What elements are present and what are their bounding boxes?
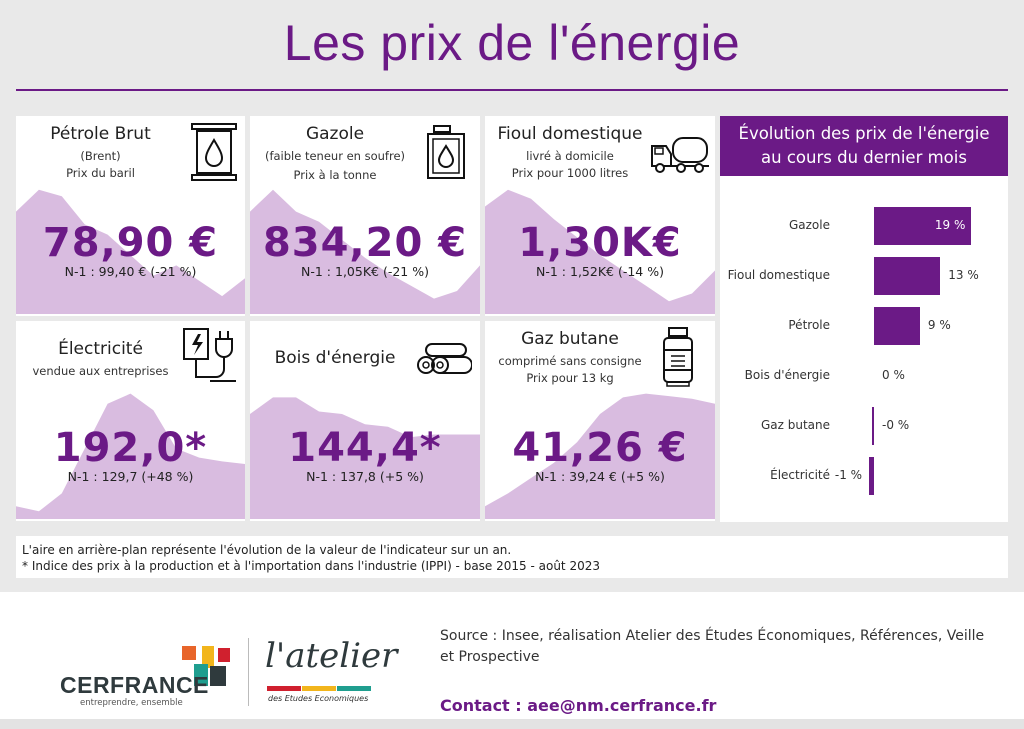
footer-divider	[248, 638, 249, 706]
trend-area-shape	[250, 397, 480, 519]
panel-title-line-2: au cours du dernier mois	[761, 148, 967, 167]
bar	[874, 207, 971, 245]
previous-year-value: N-1 : 1,05K€ (-21 %)	[301, 264, 429, 279]
bar-value-label: 19 %	[934, 218, 966, 232]
trend-area-shape	[250, 189, 480, 314]
bar	[874, 307, 920, 345]
cerfrance-logo-icon	[182, 646, 230, 686]
card-subtitle-2: Prix pour 13 kg	[526, 371, 614, 385]
wood-logs-icon	[417, 343, 472, 374]
card-title: Fioul domestique	[497, 124, 643, 144]
panel-header: Évolution des prix de l'énergie au cours…	[720, 116, 1008, 176]
bar	[874, 257, 941, 295]
trend-area	[250, 397, 480, 519]
trend-area	[16, 189, 245, 314]
bar-value-label: -0 %	[882, 418, 910, 432]
trend-area	[16, 393, 245, 519]
gas-cylinder-icon	[663, 327, 693, 387]
bar-label: Gazole	[788, 218, 830, 232]
bar-label: Pétrole	[788, 318, 830, 332]
previous-year-value: N-1 : 39,24 € (+5 %)	[535, 469, 665, 484]
oil-barrel-icon	[191, 123, 237, 181]
bar-value-label: 0 %	[882, 368, 905, 382]
atelier-color-bar-icon	[267, 686, 371, 691]
trend-area-shape	[16, 393, 245, 519]
price-value: 78,90 €	[42, 220, 219, 266]
card-title: Gaz butane	[521, 329, 619, 349]
card-subtitle: (Brent)	[80, 149, 121, 163]
page-title: Les prix de l'énergie	[283, 15, 741, 71]
bar-value-label: 13 %	[948, 268, 979, 282]
monthly-evolution-panel: Évolution des prix de l'énergie au cours…	[720, 116, 1008, 522]
card-fioul: Fioul domestique livré à domicile Prix p…	[485, 116, 715, 316]
trend-area	[250, 189, 480, 314]
card-title: Bois d'énergie	[274, 348, 396, 368]
card-subtitle: vendue aux entreprises	[32, 364, 169, 378]
card-subtitle-2: Prix pour 1000 litres	[511, 166, 629, 180]
card-subtitle-2: Prix du baril	[66, 166, 135, 180]
notes-box: L'aire en arrière-plan représente l'évol…	[16, 536, 1008, 578]
trend-area-shape	[485, 393, 715, 519]
footer: CERFRANCE entreprendre, ensemble l'ateli…	[0, 592, 1024, 719]
bar-label: Gaz butane	[760, 418, 830, 432]
trend-area	[485, 393, 715, 519]
card-title: Gazole	[305, 124, 365, 144]
atelier-subtitle: des Etudes Economiques	[268, 694, 369, 703]
bar-label: Bois d'énergie	[744, 368, 830, 382]
card-gazole: Gazole (faible teneur en soufre) Prix à …	[250, 116, 480, 316]
card-subtitle: comprimé sans consigne	[498, 354, 642, 368]
price-value: 144,4*	[288, 425, 442, 471]
card-subtitle-2: Prix à la tonne	[293, 168, 377, 182]
card-electricite: Électricité vendue aux entreprises 192,0…	[16, 321, 245, 521]
card-title: Électricité	[58, 339, 143, 359]
price-value: 41,26 €	[512, 425, 688, 471]
bar-value-label: 9 %	[927, 318, 951, 332]
card-petrole: Pétrole Brut (Brent) Prix du baril 78,90…	[16, 116, 245, 316]
cerfrance-tagline: entreprendre, ensemble	[80, 698, 183, 708]
card-title: Pétrole Brut	[50, 124, 151, 144]
bar	[872, 407, 874, 445]
tanker-truck-icon	[651, 137, 709, 173]
plug-electricity-icon	[183, 328, 236, 382]
trend-area-shape	[16, 189, 245, 314]
fuel-jerrycan-icon	[427, 125, 465, 179]
bar-value-label: -1 %	[834, 468, 863, 482]
bottom-strip	[0, 719, 1024, 729]
price-value: 1,30K€	[518, 220, 682, 266]
card-bois: Bois d'énergie 144,4* N-1 : 137,8 (+5 %)	[250, 321, 480, 521]
bar-label: Électricité	[770, 468, 830, 482]
previous-year-value: N-1 : 129,7 (+48 %)	[67, 469, 194, 484]
atelier-logo: l'atelier	[265, 636, 398, 676]
previous-year-value: N-1 : 1,52K€ (-14 %)	[536, 264, 664, 279]
card-gaz-butane: Gaz butane comprimé sans consigne Prix p…	[485, 321, 715, 521]
panel-title-line-1: Évolution des prix de l'énergie	[738, 124, 990, 143]
previous-year-value: N-1 : 99,40 € (-21 %)	[64, 264, 197, 279]
card-subtitle: (faible teneur en soufre)	[264, 149, 406, 163]
note-line-1: L'aire en arrière-plan représente l'évol…	[22, 543, 512, 557]
bar	[868, 457, 874, 495]
price-value: 834,20 €	[262, 220, 468, 266]
price-value: 192,0*	[53, 425, 208, 471]
bar-label: Fioul domestique	[727, 268, 830, 282]
trend-area-shape	[485, 189, 715, 314]
cerfrance-wordmark: CERFRANCE	[60, 672, 209, 698]
source-text: Source : Insee, réalisation Atelier des …	[440, 628, 985, 665]
note-line-2: * Indice des prix à la production et à l…	[22, 559, 600, 573]
card-subtitle: livré à domicile	[526, 149, 614, 163]
contact-email-link[interactable]: Contact : aee@nm.cerfrance.fr	[440, 696, 717, 715]
title-divider	[16, 89, 1008, 91]
trend-area	[485, 189, 715, 314]
previous-year-value: N-1 : 137,8 (+5 %)	[306, 469, 424, 484]
